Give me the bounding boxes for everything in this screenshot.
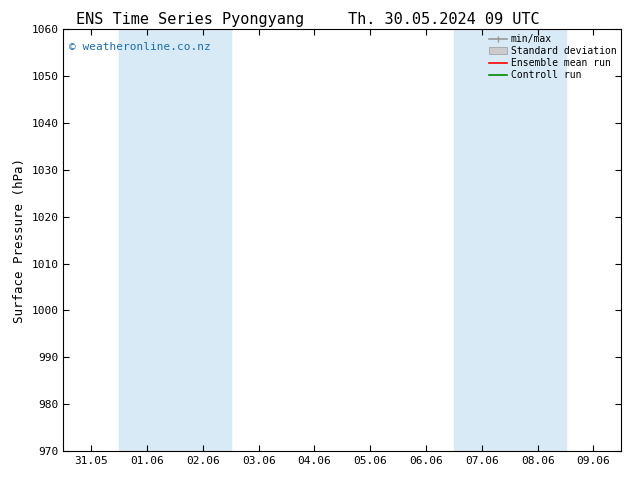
Bar [454, 29, 566, 451]
Bar [119, 29, 231, 451]
Text: Th. 30.05.2024 09 UTC: Th. 30.05.2024 09 UTC [348, 12, 540, 27]
Text: ENS Time Series Pyongyang: ENS Time Series Pyongyang [76, 12, 304, 27]
Y-axis label: Surface Pressure (hPa): Surface Pressure (hPa) [13, 158, 26, 322]
Legend: min/max, Standard deviation, Ensemble mean run, Controll run: min/max, Standard deviation, Ensemble me… [488, 32, 618, 82]
Text: © weatheronline.co.nz: © weatheronline.co.nz [69, 42, 210, 52]
